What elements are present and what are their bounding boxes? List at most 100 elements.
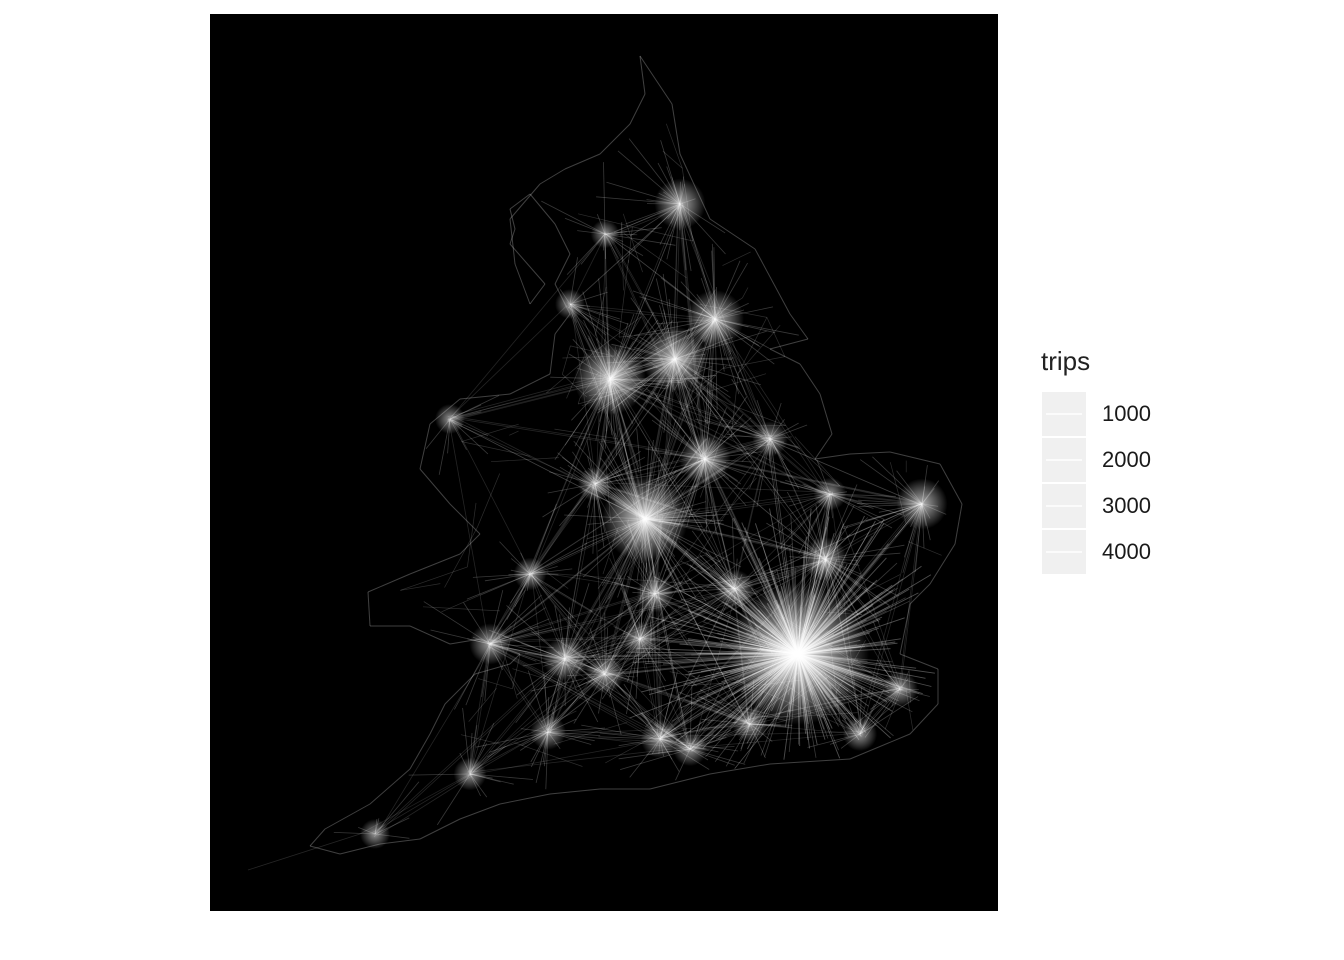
flow-line [789,313,809,340]
flow-line [655,594,662,740]
flow-line [907,541,942,556]
flow-line [860,506,923,737]
flow-line [652,492,828,594]
legend-entry: 4000 [1042,530,1202,574]
flow-line [657,595,664,742]
flow-line [451,415,707,457]
flow-line [509,373,551,395]
flow-line [707,458,925,505]
flow-line [730,373,739,439]
flow-line [794,436,840,487]
flow-line [514,263,531,305]
flow-line [675,357,827,558]
flow-line [676,357,827,559]
city-hub [654,178,706,230]
flow-line [400,566,468,591]
legend-key [1042,484,1086,528]
flow-line [509,243,546,285]
flow-line [447,419,593,486]
city-hub [640,719,680,759]
city-hub [752,421,788,457]
flow-line [675,552,733,590]
flow-line [706,366,713,425]
flow-line [419,423,431,470]
flow-line [529,357,676,574]
city-hub [896,478,948,530]
flow-line [738,324,781,374]
flow-line [640,636,692,748]
city-hub [686,290,744,348]
flow-line [528,571,605,672]
flow-line [467,740,658,776]
flow-line [857,502,921,733]
flow-line [529,283,546,305]
flow-line [598,599,641,631]
flow-line [419,468,451,505]
flow-line [377,775,473,836]
flow-line [468,687,497,722]
city-hub [574,343,646,415]
city-hub [435,404,465,434]
flow-line [459,393,511,400]
flow-line [939,463,963,505]
flow-line [490,457,559,463]
flow-line [444,526,478,588]
city-hub [803,537,847,581]
flow-map [210,14,998,911]
flow-line [709,763,771,775]
flow-line [628,226,633,263]
flow-line [554,223,571,255]
flow-line [514,742,583,767]
flow-line [509,653,521,665]
flow-line [681,375,717,412]
flow-line [367,573,411,593]
flow-line [373,661,565,838]
flow-line [529,193,556,225]
flow-line [527,571,733,588]
flow-line [309,845,341,855]
flow-line [704,457,922,503]
flow-line [658,587,735,738]
flow-line [733,436,770,588]
legend-label: 3000 [1102,493,1151,518]
flow-line [324,803,371,830]
flow-line [546,572,569,589]
city-hub [577,466,613,502]
flow-line [713,321,829,497]
flow-line [825,559,902,691]
city-hub [469,623,511,665]
flow-line [593,485,604,676]
flow-line [529,575,641,641]
flow-line [467,502,477,567]
flow-line [692,588,738,749]
city-hub [642,326,708,392]
flow-line [509,228,516,245]
flow-line [644,674,700,728]
legend-title: trips [1041,346,1091,376]
flow-line [367,591,371,627]
flow-line [609,557,641,626]
city-hub [842,716,878,752]
flow-line [531,356,678,573]
flow-line [692,365,727,392]
flow-line [470,645,492,776]
flow-line [563,481,594,657]
flow-line [655,593,691,749]
flow-line [553,722,628,745]
flow-line [849,733,911,760]
flow-line [655,439,772,596]
city-hub [622,621,658,657]
legend-entry: 3000 [1042,484,1202,528]
flow-line [531,574,551,733]
flow-line [594,286,607,336]
flow-line [547,585,736,730]
flow-line [603,461,704,677]
flow-line [509,193,531,210]
flow-line [704,459,825,560]
flow-line [441,595,480,613]
flow-line [734,435,771,587]
flow-line [639,55,646,95]
flow-line [770,437,826,559]
flow-line [469,660,566,776]
flow-line [618,259,629,338]
